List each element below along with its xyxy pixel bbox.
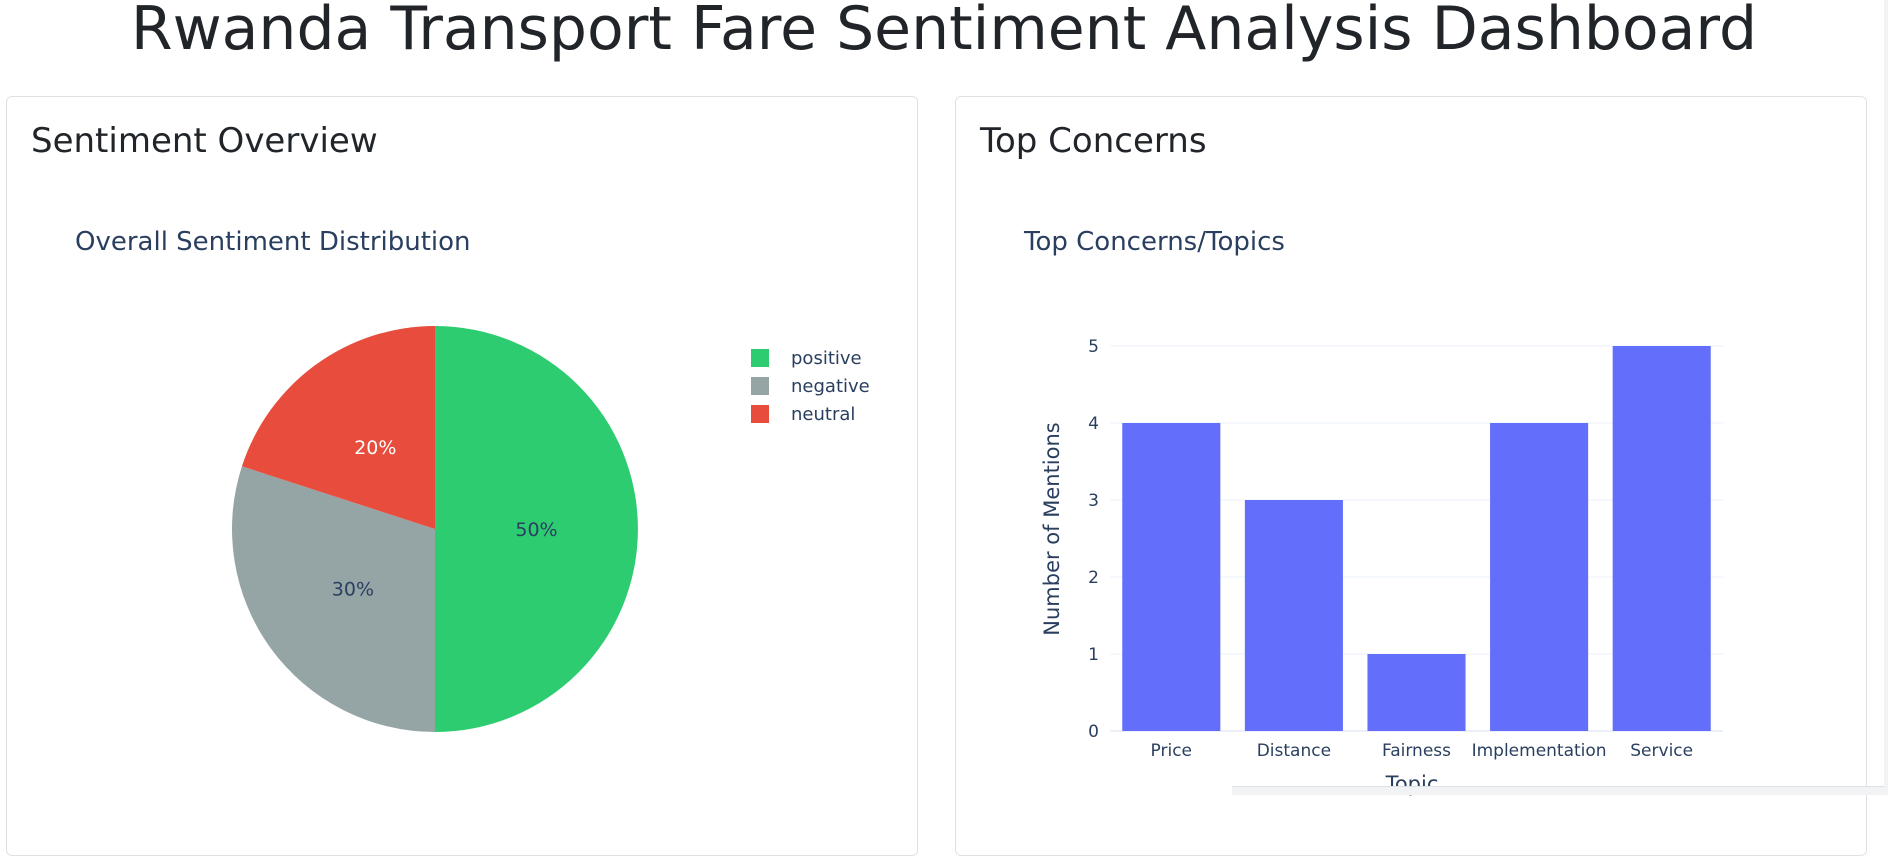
x-tick-label-fairness: Fairness xyxy=(1382,741,1451,761)
y-tick-label-1: 1 xyxy=(1088,645,1099,665)
x-tick-label-price: Price xyxy=(1151,741,1192,761)
x-tick-label-service: Service xyxy=(1630,741,1693,761)
sentiment-overview-card: Sentiment Overview Overall Sentiment Dis… xyxy=(6,96,918,856)
y-tick-label-3: 3 xyxy=(1088,491,1099,511)
pie-label-positive: 50% xyxy=(515,519,557,541)
page-title: Rwanda Transport Fare Sentiment Analysis… xyxy=(130,0,1758,64)
y-tick-label-2: 2 xyxy=(1088,568,1099,588)
bar-fairness[interactable] xyxy=(1367,654,1466,731)
legend-label-positive[interactable]: positive xyxy=(791,348,862,369)
bar-service[interactable] xyxy=(1612,346,1711,731)
y-axis-title: Number of Mentions xyxy=(1040,422,1064,635)
horizontal-scrollbar[interactable] xyxy=(1232,786,1888,795)
y-tick-label-5: 5 xyxy=(1088,337,1099,357)
x-tick-label-implementation: Implementation xyxy=(1472,741,1607,761)
top-concerns-card: Top Concerns Top Concerns/Topics 0 1 2 3 4 5 … xyxy=(955,96,1867,856)
bar-implementation[interactable] xyxy=(1490,423,1589,731)
legend-swatch-negative[interactable] xyxy=(751,377,769,395)
bar-distance[interactable] xyxy=(1244,500,1343,731)
pie-label-negative: 30% xyxy=(332,579,374,601)
pie-slice-positive[interactable] xyxy=(435,326,638,732)
legend-swatch-neutral[interactable] xyxy=(751,405,769,423)
y-tick-label-4: 4 xyxy=(1088,414,1099,434)
pie-chart-title: Overall Sentiment Distribution xyxy=(75,227,471,257)
bar-chart-title: Top Concerns/Topics xyxy=(1023,227,1285,257)
card-header-sentiment: Sentiment Overview xyxy=(31,121,378,161)
card-header-concerns: Top Concerns xyxy=(980,121,1207,161)
pie-slice-neutral[interactable] xyxy=(241,326,435,529)
legend-swatch-positive[interactable] xyxy=(751,349,769,367)
x-tick-label-distance: Distance xyxy=(1257,741,1331,761)
y-tick-label-0: 0 xyxy=(1088,722,1099,742)
pie-label-neutral: 20% xyxy=(354,437,396,459)
bar-price[interactable] xyxy=(1122,423,1221,731)
concerns-bar-chart: Top Concerns/Topics 0 1 2 3 4 5 Price Distance… xyxy=(1023,227,1723,796)
pie-slice-negative[interactable] xyxy=(232,466,435,732)
legend-label-negative[interactable]: negative xyxy=(791,376,870,397)
vertical-scrollbar[interactable] xyxy=(1884,0,1888,794)
sentiment-pie-chart: Overall Sentiment Distribution 50% 30% 20%… xyxy=(75,227,870,732)
legend-label-neutral[interactable]: neutral xyxy=(791,404,855,425)
